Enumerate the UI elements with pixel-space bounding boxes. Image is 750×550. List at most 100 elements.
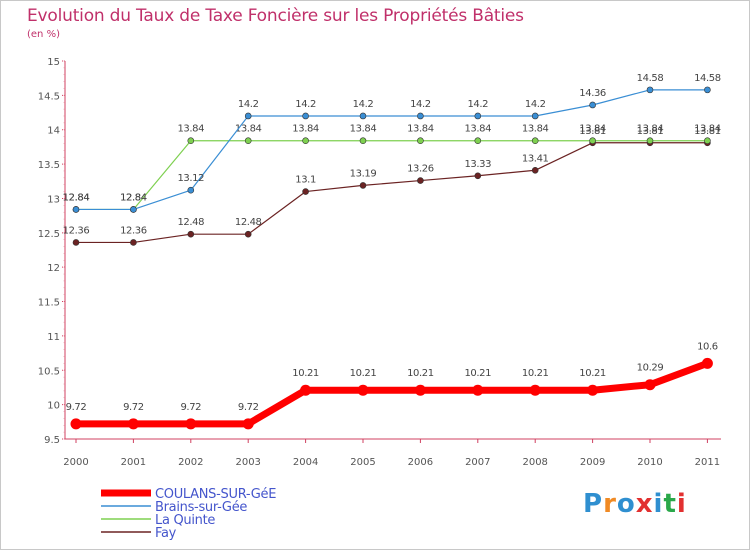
data-point — [302, 112, 309, 120]
data-label: 13.81 — [637, 126, 664, 137]
data-label: 10.21 — [292, 368, 319, 379]
data-label: 12.84 — [63, 192, 90, 203]
data-point — [359, 137, 367, 145]
data-point — [644, 379, 656, 391]
data-point — [359, 112, 367, 120]
logo-letter: o — [616, 489, 636, 519]
data-point — [72, 239, 80, 246]
data-label: 14.2 — [238, 99, 259, 110]
data-point — [587, 384, 599, 396]
data-point — [187, 186, 195, 194]
y-tick-label: 12 — [47, 263, 60, 274]
legend-label: Brains-sur-Gée — [155, 500, 247, 515]
data-point — [474, 137, 482, 145]
data-label: 10.6 — [697, 341, 718, 352]
data-label: 13.19 — [350, 168, 377, 179]
x-tick-label: 2000 — [63, 457, 88, 468]
series-line-0 — [72, 359, 711, 428]
y-tick-label: 14 — [47, 126, 60, 137]
data-point — [242, 418, 254, 430]
data-point — [302, 137, 309, 145]
data-label: 12.84 — [120, 192, 147, 203]
data-point — [244, 137, 252, 145]
data-point — [72, 206, 80, 213]
x-tick-label: 2003 — [235, 457, 260, 468]
data-point — [531, 112, 539, 120]
y-tick-label: 15 — [47, 57, 60, 68]
data-point — [244, 230, 252, 238]
data-label: 14.2 — [525, 99, 546, 110]
data-label: 14.2 — [467, 99, 488, 110]
data-label: 13.84 — [235, 124, 262, 135]
data-label: 12.84 — [63, 192, 90, 203]
data-label: 13.84 — [464, 124, 491, 135]
data-point — [357, 384, 369, 396]
data-point — [359, 182, 367, 189]
data-point — [589, 137, 596, 145]
data-label: 13.33 — [464, 159, 491, 170]
data-point — [529, 384, 541, 396]
data-label: 13.84 — [522, 124, 549, 135]
y-tick-label: 10.5 — [38, 366, 60, 377]
data-point — [417, 137, 424, 145]
data-point — [414, 384, 426, 396]
series-line-2 — [75, 140, 709, 211]
proxiti-logo: Proxiti — [583, 489, 687, 519]
data-label: 14.2 — [295, 99, 316, 110]
data-label: 13.84 — [407, 124, 434, 135]
data-point — [531, 137, 539, 145]
data-point — [127, 418, 139, 430]
data-point — [646, 137, 654, 145]
data-label: 10.21 — [522, 368, 549, 379]
data-label: 14.36 — [579, 88, 606, 99]
x-tick-label: 2005 — [350, 457, 375, 468]
y-tick-label: 11 — [47, 332, 60, 343]
data-label: 13.26 — [407, 164, 434, 175]
data-label: 13.84 — [292, 124, 319, 135]
data-point — [589, 101, 596, 109]
data-label: 9.72 — [180, 402, 201, 413]
data-point — [244, 112, 252, 120]
data-point — [531, 166, 539, 174]
x-tick-label: 2008 — [522, 457, 547, 468]
y-tick-label: 13.5 — [38, 160, 60, 171]
data-label: 12.48 — [235, 217, 262, 228]
data-label: 14.58 — [637, 73, 664, 84]
chart-title: Evolution du Taux de Taxe Foncière sur l… — [27, 6, 524, 26]
data-label: 10.29 — [637, 363, 664, 374]
data-label: 9.72 — [66, 402, 87, 413]
legend-label: La Quinte — [155, 513, 215, 528]
data-point — [704, 137, 711, 145]
logo-letter: r — [603, 489, 617, 519]
logo-letter: t — [663, 489, 677, 519]
data-point — [185, 418, 197, 430]
y-tick-label: 9.5 — [44, 435, 60, 446]
data-point — [474, 112, 482, 120]
data-label: 13.1 — [295, 175, 316, 186]
series-line-1 — [75, 89, 709, 211]
legend-label: COULANS-SUR-GéE — [155, 487, 276, 502]
data-label: 14.2 — [410, 99, 431, 110]
y-tick-label: 12.5 — [38, 229, 60, 240]
data-point — [646, 86, 654, 94]
data-point — [474, 172, 482, 180]
data-label: 13.84 — [177, 124, 204, 135]
series-line-3 — [75, 142, 709, 244]
x-tick-label: 2001 — [121, 457, 146, 468]
data-point — [70, 418, 82, 430]
logo-letter: P — [583, 489, 604, 519]
data-point — [417, 112, 424, 120]
data-point — [704, 86, 711, 94]
logo-letter: i — [653, 489, 664, 519]
x-tick-label: 2011 — [695, 457, 720, 468]
x-tick-label: 2004 — [293, 457, 318, 468]
legend-label: Fay — [155, 526, 177, 541]
data-point — [187, 230, 195, 238]
data-point — [187, 137, 195, 145]
x-tick-label: 2010 — [637, 457, 662, 468]
data-label: 10.21 — [407, 368, 434, 379]
plot-area — [65, 61, 721, 439]
x-tick-label: 2007 — [465, 457, 490, 468]
